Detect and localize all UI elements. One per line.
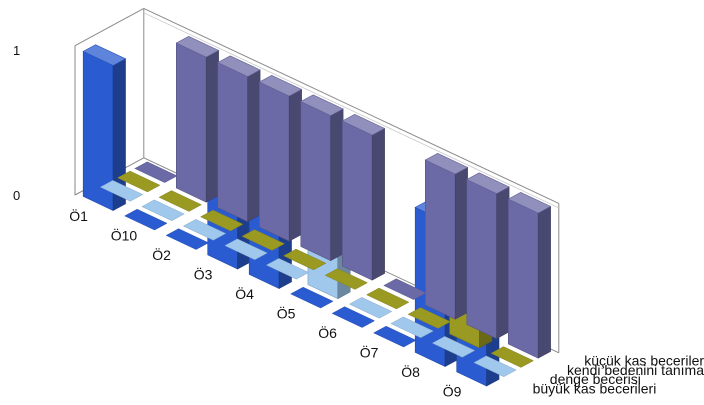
category-label: Ö2 bbox=[152, 246, 171, 263]
series-label: denge becerisi bbox=[550, 371, 641, 387]
bar bbox=[490, 346, 534, 368]
bar bbox=[124, 208, 168, 231]
category-label: Ö4 bbox=[235, 285, 254, 302]
bar bbox=[324, 268, 368, 290]
bar bbox=[366, 287, 410, 310]
bar bbox=[300, 94, 344, 262]
bar bbox=[331, 306, 376, 328]
category-label: Ö3 bbox=[194, 266, 213, 283]
bar bbox=[348, 297, 393, 319]
bar bbox=[431, 336, 476, 358]
bar bbox=[200, 209, 244, 232]
bar bbox=[224, 238, 268, 260]
bar bbox=[117, 170, 161, 193]
bar bbox=[390, 316, 434, 338]
bar bbox=[507, 191, 552, 359]
side-wall-top-edge bbox=[74, 8, 145, 47]
category-label: Ö6 bbox=[318, 324, 337, 341]
category-label: Ö5 bbox=[277, 305, 296, 322]
back-wall-top-edge bbox=[143, 7, 560, 204]
gridline-1 bbox=[143, 12, 559, 209]
bar bbox=[241, 229, 285, 251]
bar bbox=[99, 180, 144, 202]
category-label: Ö9 bbox=[443, 383, 462, 400]
y-tick-label: 1 bbox=[13, 43, 20, 58]
bar bbox=[473, 355, 517, 377]
bar bbox=[258, 74, 303, 242]
bar bbox=[182, 219, 227, 241]
bar bbox=[141, 199, 185, 221]
category-label: Ö7 bbox=[360, 344, 379, 361]
category-label: Ö8 bbox=[401, 363, 420, 380]
bars-layer bbox=[82, 35, 552, 387]
bar bbox=[341, 113, 386, 281]
category-label: Ö1 bbox=[69, 207, 88, 224]
bar bbox=[82, 44, 127, 212]
bar bbox=[466, 172, 510, 340]
series-label: kendi bedenini tanıma bbox=[567, 362, 704, 378]
labels-layer: 0 1 Ö1 Ö10 Ö2 Ö3 Ö4 Ö5 Ö6 Ö7 Ö8 Ö9 küçük kas beceril… bbox=[13, 43, 704, 400]
series-label: küçük kas becerileri bbox=[584, 352, 704, 368]
category-label: Ö10 bbox=[111, 227, 138, 244]
bar bbox=[424, 152, 469, 320]
bar bbox=[290, 286, 334, 309]
bar bbox=[175, 35, 220, 203]
series-label: büyük kas becerileri bbox=[533, 380, 657, 396]
bar bbox=[158, 190, 202, 212]
y-tick-label: 0 bbox=[13, 188, 20, 203]
bar bbox=[217, 55, 261, 223]
bar bbox=[283, 248, 327, 271]
